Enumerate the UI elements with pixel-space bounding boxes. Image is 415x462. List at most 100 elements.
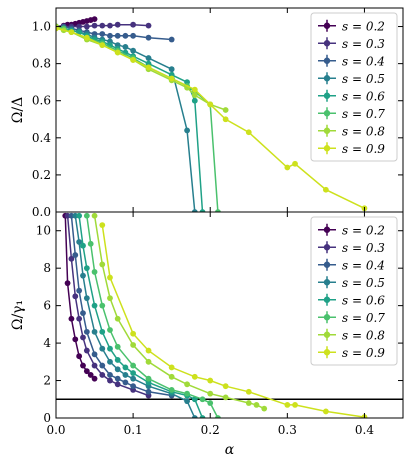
data-point (76, 315, 83, 322)
data-point (76, 29, 83, 36)
data-point (83, 368, 90, 375)
data-point (114, 49, 121, 56)
data-point (80, 334, 86, 341)
legend: s = 0.2 s = 0.3 s = 0.4 s = 0.5 s = 0.6 s = 0… (310, 12, 398, 162)
legend-handle-marker (323, 349, 331, 356)
data-point (130, 342, 137, 348)
y-tick-label: 10 (36, 224, 51, 238)
data-point (114, 375, 121, 382)
legend-handle-marker (323, 75, 331, 82)
data-point (114, 343, 121, 350)
data-point (145, 34, 152, 41)
data-point (184, 398, 190, 405)
data-point (114, 366, 121, 373)
data-point (130, 383, 137, 390)
data-point (322, 408, 329, 415)
data-point (76, 287, 83, 294)
data-point (199, 209, 206, 212)
legend-entry-label: s = 0.2 (342, 223, 385, 237)
legend-entry-label: s = 0.8 (342, 328, 385, 342)
data-point (114, 21, 121, 28)
data-point (191, 209, 198, 212)
data-point (245, 129, 252, 136)
data-point (184, 127, 190, 134)
y-tick-label: 6 (43, 299, 51, 313)
series-line (78, 215, 204, 418)
legend-box (310, 216, 398, 366)
y-axis-label: Ω/γ₁ (10, 300, 26, 330)
data-point (83, 23, 90, 30)
data-point (130, 57, 137, 63)
data-point (168, 36, 175, 43)
data-point (222, 116, 229, 123)
data-point (284, 401, 291, 408)
series-0 (56, 16, 98, 30)
data-point (107, 345, 113, 352)
legend-entry-label: s = 0.8 (342, 124, 385, 138)
data-point (91, 269, 98, 275)
data-point (91, 362, 98, 369)
data-point (114, 315, 121, 322)
series-7 (99, 222, 368, 418)
data-point (99, 345, 106, 352)
y-tick-label: 4 (43, 336, 51, 350)
y-tick-label: 0 (43, 411, 51, 425)
data-point (99, 42, 106, 48)
series-7 (56, 25, 368, 212)
legend-handle-marker (323, 22, 331, 29)
legend-entry-label: s = 0.4 (342, 258, 385, 272)
data-point (215, 209, 221, 212)
x-tick-label: 0.4 (355, 423, 374, 437)
data-point (76, 353, 83, 360)
top-panel-omega-over-delta: 0.00.20.40.60.81.0Ω/Δs = 0.2s = 0.3s = 0… (10, 7, 404, 219)
legend-entry-label: s = 0.7 (342, 311, 385, 325)
data-point (107, 327, 113, 333)
data-point (107, 274, 113, 281)
data-point (107, 22, 113, 29)
data-point (168, 373, 175, 380)
data-point (114, 32, 121, 39)
series-1 (64, 212, 152, 399)
data-point (191, 373, 198, 380)
data-point (191, 415, 198, 418)
data-point (207, 390, 214, 397)
legend-entry-label: s = 0.9 (342, 346, 385, 360)
data-point (72, 252, 79, 258)
series-4 (56, 23, 206, 212)
axes-frame (55, 211, 404, 419)
series-line (56, 27, 365, 209)
legend-handle-marker (323, 226, 331, 233)
data-point (76, 239, 83, 245)
series-line (74, 215, 196, 418)
data-point (145, 388, 152, 395)
legend-entry-label: s = 0.5 (342, 72, 385, 86)
data-point (80, 242, 86, 249)
tick-marks (55, 212, 403, 419)
data-point (87, 240, 94, 247)
data-point (83, 212, 90, 219)
y-tick-label: 0.2 (32, 168, 51, 182)
data-point (122, 32, 129, 39)
series-5 (83, 212, 221, 418)
data-point (80, 272, 86, 279)
x-tick-label: 0.2 (201, 423, 220, 437)
legend-handle-marker (323, 261, 331, 268)
data-point (107, 358, 113, 365)
series-line (56, 25, 204, 212)
legend-entry-label: s = 0.6 (342, 89, 385, 103)
series-line (56, 25, 219, 212)
legend-handle-marker (323, 127, 331, 134)
data-point (207, 400, 214, 406)
data-point (91, 212, 98, 219)
legend-handle-marker (323, 40, 331, 47)
data-point (130, 32, 137, 39)
data-point (122, 379, 129, 386)
data-point (91, 22, 98, 29)
data-point (99, 302, 106, 309)
legend-box (310, 12, 398, 162)
data-point (145, 375, 152, 382)
data-point (68, 315, 75, 322)
plot-area (56, 212, 403, 418)
legend-handle-marker (323, 57, 331, 64)
